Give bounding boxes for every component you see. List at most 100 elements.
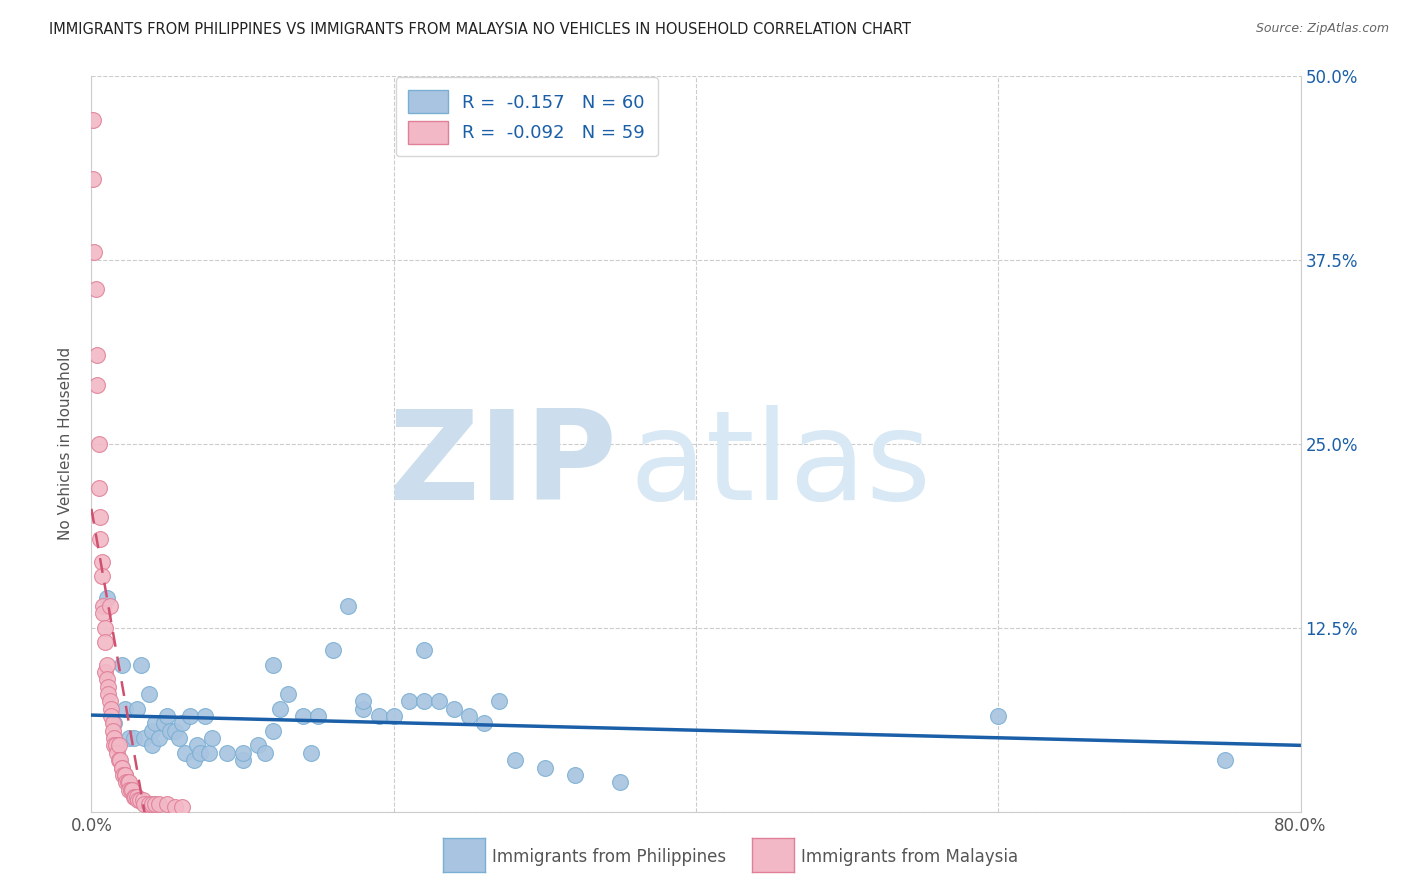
Point (98, 694, 121, 708)
Point (98, 599, 121, 613)
Point (398, 694, 420, 708)
Point (352, 694, 374, 708)
Point (201, 731, 224, 746)
Text: ZIP: ZIP (388, 405, 617, 526)
Point (115, 775, 138, 789)
Point (138, 687, 160, 701)
Point (111, 760, 132, 774)
Point (143, 716, 166, 731)
Point (114, 701, 136, 715)
Point (262, 657, 284, 672)
Point (217, 746, 239, 760)
Point (125, 701, 148, 715)
Point (153, 716, 176, 731)
Point (172, 800, 194, 814)
Point (103, 739, 125, 753)
Point (122, 731, 145, 746)
Point (488, 694, 510, 708)
Point (84, 282, 107, 296)
Text: atlas: atlas (630, 405, 932, 526)
Point (97, 680, 120, 694)
Point (111, 657, 132, 672)
Point (125, 790, 148, 805)
Point (987, 709, 1010, 723)
Point (91, 569, 114, 583)
Point (121, 782, 143, 797)
Point (89, 533, 111, 547)
Point (183, 753, 205, 767)
Point (114, 768, 136, 782)
Point (413, 642, 436, 657)
Point (443, 701, 465, 715)
Point (129, 657, 152, 672)
Point (93, 599, 115, 613)
Point (503, 753, 526, 767)
Point (114, 768, 136, 782)
Point (307, 709, 329, 723)
Point (103, 716, 125, 731)
Point (292, 709, 315, 723)
Point (269, 701, 291, 715)
Point (118, 775, 141, 789)
Point (112, 768, 135, 782)
Point (104, 739, 127, 753)
Point (472, 716, 495, 731)
Point (82, 112, 104, 127)
Point (231, 746, 253, 760)
Point (262, 723, 284, 738)
Point (156, 709, 179, 723)
Point (337, 599, 360, 613)
Text: IMMIGRANTS FROM PHILIPPINES VS IMMIGRANTS FROM MALAYSIA NO VEHICLES IN HOUSEHOLD: IMMIGRANTS FROM PHILIPPINES VS IMMIGRANT… (49, 22, 911, 37)
Point (117, 775, 139, 789)
Text: Source: ZipAtlas.com: Source: ZipAtlas.com (1256, 22, 1389, 36)
Point (134, 731, 156, 746)
Point (174, 746, 197, 760)
Y-axis label: No Vehicles in Household: No Vehicles in Household (58, 347, 73, 541)
Point (299, 746, 322, 760)
Point (105, 746, 128, 760)
Point (148, 797, 170, 812)
Point (143, 797, 166, 812)
Point (96, 673, 118, 687)
Point (107, 739, 129, 753)
Text: Immigrants from Philippines: Immigrants from Philippines (492, 848, 727, 866)
Point (94, 665, 117, 679)
Point (134, 797, 156, 812)
Point (138, 797, 160, 812)
Point (89, 510, 111, 524)
Point (108, 753, 131, 767)
Point (127, 793, 149, 807)
Point (458, 709, 481, 723)
Point (86, 378, 108, 392)
Point (163, 723, 186, 738)
Point (118, 782, 141, 797)
Point (141, 797, 163, 812)
Point (141, 723, 163, 738)
Point (124, 790, 146, 805)
Point (103, 731, 125, 746)
Point (97, 687, 120, 701)
Point (120, 782, 142, 797)
Point (101, 723, 124, 738)
Point (277, 687, 299, 701)
Point (87, 481, 110, 495)
Point (167, 731, 190, 746)
Point (163, 800, 186, 814)
Point (322, 642, 344, 657)
Point (101, 716, 124, 731)
Point (231, 753, 253, 767)
Point (609, 775, 631, 789)
Point (194, 709, 217, 723)
Point (141, 739, 163, 753)
Point (93, 606, 115, 620)
Point (107, 753, 129, 767)
Point (100, 709, 122, 723)
Point (111, 760, 132, 774)
Point (86, 348, 108, 362)
Point (254, 746, 277, 760)
Point (179, 709, 201, 723)
Point (100, 701, 122, 715)
Point (128, 793, 150, 807)
Point (186, 739, 208, 753)
Point (533, 760, 555, 774)
